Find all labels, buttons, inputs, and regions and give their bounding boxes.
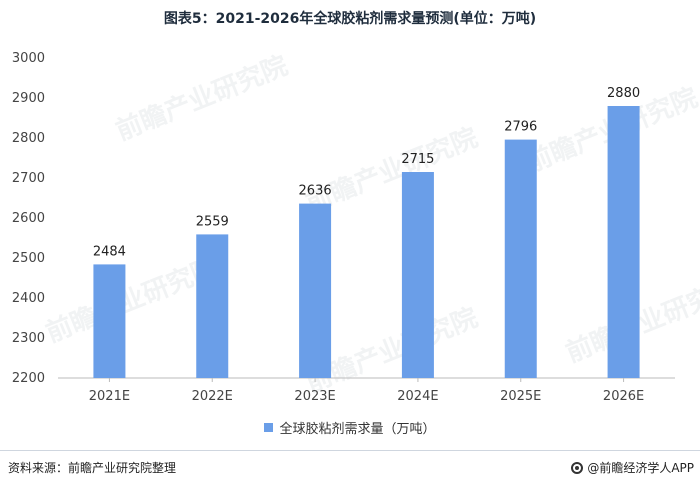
bar bbox=[607, 106, 640, 378]
y-tick-label: 2500 bbox=[12, 251, 45, 266]
x-tick-label: 2022E bbox=[192, 389, 233, 404]
y-tick-label: 2300 bbox=[12, 331, 45, 346]
x-tick-label: 2024E bbox=[397, 389, 438, 404]
chart-title: 图表5：2021-2026年全球胶粘剂需求量预测(单位：万吨) bbox=[163, 11, 537, 27]
source-note: 资料来源：前瞻产业研究院整理 bbox=[8, 461, 177, 475]
y-tick-label: 2600 bbox=[12, 211, 45, 226]
y-tick-label: 2900 bbox=[12, 91, 45, 106]
legend-swatch bbox=[264, 423, 274, 432]
brand-label: @前瞻经济学人APP bbox=[587, 461, 694, 475]
bar bbox=[504, 139, 537, 378]
bar bbox=[299, 203, 332, 378]
data-label: 2636 bbox=[299, 184, 332, 199]
legend-label: 全球胶粘剂需求量（万吨） bbox=[279, 422, 436, 437]
y-tick-label: 3000 bbox=[12, 51, 45, 66]
data-label: 2559 bbox=[196, 214, 229, 229]
bar bbox=[93, 264, 126, 378]
bar bbox=[401, 172, 434, 378]
y-tick-label: 2800 bbox=[12, 131, 45, 146]
data-label: 2796 bbox=[504, 120, 537, 135]
x-tick-label: 2026E bbox=[603, 389, 644, 404]
x-tick-label: 2023E bbox=[294, 389, 335, 404]
brand-logo-icon bbox=[571, 461, 584, 474]
x-tick-label: 2025E bbox=[500, 389, 541, 404]
data-label: 2484 bbox=[93, 244, 126, 259]
legend: 全球胶粘剂需求量（万吨） bbox=[0, 418, 700, 437]
y-tick-label: 2700 bbox=[12, 171, 45, 186]
data-label: 2880 bbox=[607, 86, 640, 101]
y-tick-label: 2400 bbox=[12, 291, 45, 306]
footer-divider bbox=[0, 450, 700, 451]
bar bbox=[196, 234, 229, 378]
x-tick-label: 2021E bbox=[89, 389, 130, 404]
y-tick-label: 2200 bbox=[12, 371, 45, 386]
brand-credit: @前瞻经济学人APP bbox=[571, 459, 694, 476]
data-label: 2715 bbox=[401, 152, 434, 167]
